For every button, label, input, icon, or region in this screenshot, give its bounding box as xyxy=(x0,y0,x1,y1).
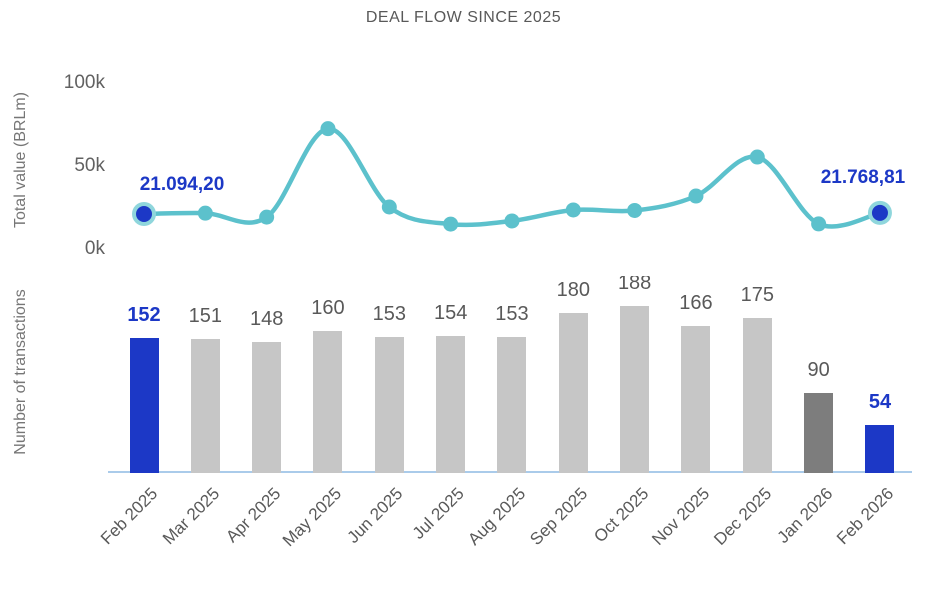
bar-value-label: 153 xyxy=(495,303,529,326)
first-point-value-label: 21.094,20 xyxy=(139,173,225,195)
line-point xyxy=(197,205,213,221)
bar xyxy=(865,425,895,473)
bar xyxy=(436,336,466,473)
bar-value-label: 180 xyxy=(556,279,590,302)
transactions-bar-chart: 152 151 148 160 153 154 153 180 188 166 175 90 54 xyxy=(0,276,927,473)
bar xyxy=(804,393,834,473)
bar-value-label: 153 xyxy=(372,303,406,326)
line-point xyxy=(565,202,581,218)
bar-value-label: 154 xyxy=(433,302,468,325)
bar-value-label: 175 xyxy=(740,283,774,306)
bar-value-label: 152 xyxy=(127,304,161,327)
bar xyxy=(313,330,343,473)
bar-value-label: 160 xyxy=(311,296,345,319)
bar xyxy=(558,313,588,473)
bar-value-label: 166 xyxy=(679,291,713,314)
line-point-highlight xyxy=(871,204,888,221)
line-point xyxy=(259,209,275,225)
line-point xyxy=(504,213,520,229)
y-tick-label: 50k xyxy=(74,155,105,176)
line-point xyxy=(381,199,397,215)
bar-value-label: 148 xyxy=(249,307,284,330)
y-tick-label: 100k xyxy=(63,72,105,93)
line-point-highlight xyxy=(136,205,152,222)
line-point xyxy=(627,202,643,218)
line-point xyxy=(443,216,459,232)
line-point xyxy=(811,216,827,232)
chart-title: DEAL FLOW SINCE 2025 xyxy=(365,9,562,26)
bar-value-label: 188 xyxy=(617,276,652,295)
y-tick-label: 0k xyxy=(84,238,105,259)
bar xyxy=(252,341,282,473)
line-point xyxy=(688,188,704,204)
last-point-value-label: 21.768,81 xyxy=(820,166,906,188)
line-point xyxy=(320,121,336,137)
bar xyxy=(681,325,711,473)
bar xyxy=(497,337,527,473)
bar-value-label: 151 xyxy=(188,304,223,327)
bar xyxy=(620,306,650,473)
bar-value-label: 54 xyxy=(868,391,892,414)
bar xyxy=(742,317,772,473)
bar xyxy=(129,338,159,473)
bar-value-label: 90 xyxy=(807,359,830,382)
bar xyxy=(374,337,404,473)
line-point xyxy=(749,149,765,165)
bar xyxy=(190,338,220,473)
